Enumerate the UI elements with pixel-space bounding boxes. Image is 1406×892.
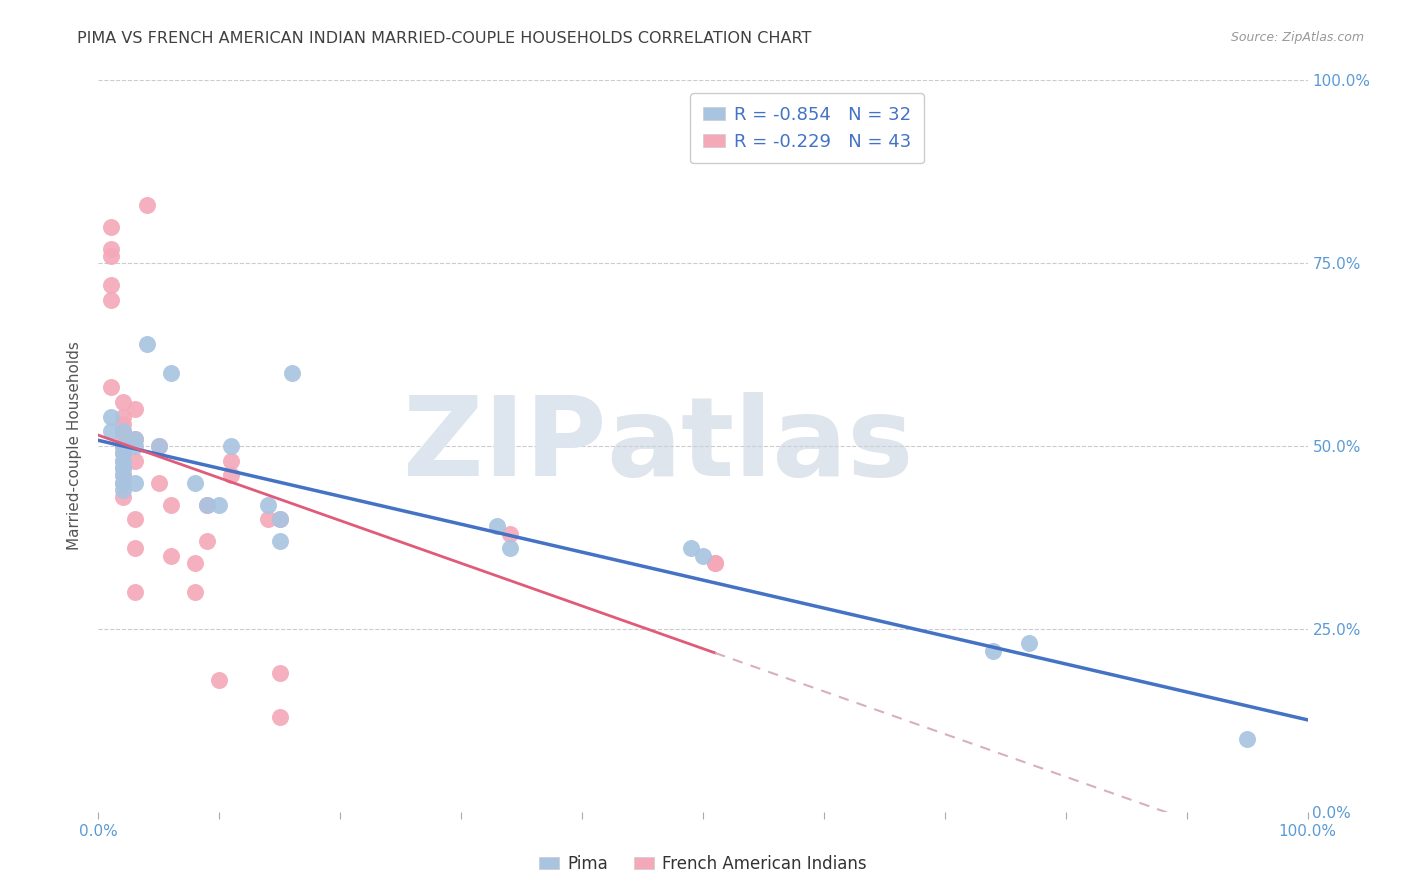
Point: [281, 366, 304, 380]
Point: [100, 278, 122, 293]
Point: [148, 439, 170, 453]
Text: Source: ZipAtlas.com: Source: ZipAtlas.com: [1230, 31, 1364, 45]
Point: [498, 526, 520, 541]
Point: [221, 468, 243, 483]
Point: [111, 439, 134, 453]
Point: [486, 519, 509, 533]
Point: [100, 249, 122, 263]
Point: [124, 453, 146, 467]
Point: [100, 425, 122, 439]
Point: [124, 475, 146, 490]
Point: [221, 453, 243, 467]
Point: [269, 512, 291, 526]
Point: [679, 541, 702, 556]
Point: [184, 556, 207, 570]
Point: [111, 446, 134, 460]
Text: PIMA VS FRENCH AMERICAN INDIAN MARRIED-COUPLE HOUSEHOLDS CORRELATION CHART: PIMA VS FRENCH AMERICAN INDIAN MARRIED-C…: [77, 31, 811, 46]
Point: [692, 549, 714, 563]
Point: [256, 498, 278, 512]
Point: [981, 644, 1004, 658]
Point: [256, 512, 278, 526]
Legend: R = -0.854   N = 32, R = -0.229   N = 43: R = -0.854 N = 32, R = -0.229 N = 43: [690, 93, 924, 163]
Point: [704, 556, 727, 570]
Point: [111, 409, 134, 424]
Point: [111, 425, 134, 439]
Point: [124, 541, 146, 556]
Point: [498, 541, 520, 556]
Y-axis label: Married-couple Households: Married-couple Households: [67, 342, 83, 550]
Point: [124, 432, 146, 446]
Point: [111, 439, 134, 453]
Point: [208, 673, 231, 687]
Point: [124, 432, 146, 446]
Point: [269, 665, 291, 680]
Point: [100, 409, 122, 424]
Point: [1236, 731, 1258, 746]
Point: [111, 417, 134, 431]
Point: [111, 425, 134, 439]
Point: [269, 709, 291, 723]
Point: [148, 475, 170, 490]
Point: [111, 490, 134, 504]
Point: [135, 336, 157, 351]
Point: [160, 498, 183, 512]
Point: [111, 468, 134, 483]
Point: [111, 453, 134, 467]
Point: [221, 439, 243, 453]
Text: ZIP: ZIP: [404, 392, 606, 500]
Point: [1018, 636, 1040, 650]
Point: [124, 402, 146, 417]
Point: [100, 380, 122, 394]
Point: [111, 395, 134, 409]
Point: [124, 585, 146, 599]
Point: [111, 446, 134, 460]
Point: [184, 585, 207, 599]
Point: [195, 498, 218, 512]
Point: [208, 498, 231, 512]
Point: [195, 534, 218, 549]
Point: [111, 453, 134, 467]
Point: [111, 439, 134, 453]
Point: [124, 512, 146, 526]
Point: [111, 468, 134, 483]
Point: [160, 549, 183, 563]
Point: [111, 483, 134, 497]
Point: [269, 534, 291, 549]
Legend: Pima, French American Indians: Pima, French American Indians: [533, 848, 873, 880]
Point: [111, 475, 134, 490]
Point: [111, 461, 134, 475]
Point: [100, 219, 122, 234]
Point: [111, 475, 134, 490]
Point: [704, 556, 727, 570]
Point: [160, 366, 183, 380]
Point: [135, 197, 157, 211]
Point: [195, 498, 218, 512]
Point: [269, 512, 291, 526]
Text: atlas: atlas: [606, 392, 914, 500]
Point: [100, 293, 122, 307]
Point: [100, 242, 122, 256]
Point: [111, 432, 134, 446]
Point: [124, 439, 146, 453]
Point: [111, 461, 134, 475]
Point: [148, 439, 170, 453]
Point: [184, 475, 207, 490]
